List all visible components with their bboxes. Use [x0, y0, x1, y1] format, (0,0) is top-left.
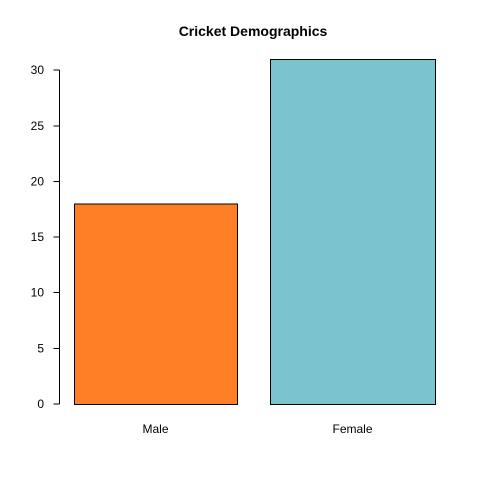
y-axis: 0 5 10 15 20 25 30 — [31, 63, 60, 411]
x-tick-label-male: Male — [142, 422, 168, 436]
bars-layer — [74, 59, 436, 405]
y-tick-label: 0 — [37, 397, 44, 411]
x-axis-labels: Male Female — [142, 422, 372, 436]
y-tick-label: 10 — [31, 286, 45, 300]
bar-male — [74, 203, 238, 405]
y-tick-label: 15 — [31, 230, 45, 244]
chart-title: Cricket Demographics — [179, 23, 328, 39]
y-tick-label: 20 — [31, 174, 45, 188]
y-tick-label: 30 — [31, 63, 45, 77]
bar-female — [270, 59, 436, 405]
y-tick-label: 5 — [37, 341, 44, 355]
x-tick-label-female: Female — [332, 422, 372, 436]
y-tick-label: 25 — [31, 119, 45, 133]
